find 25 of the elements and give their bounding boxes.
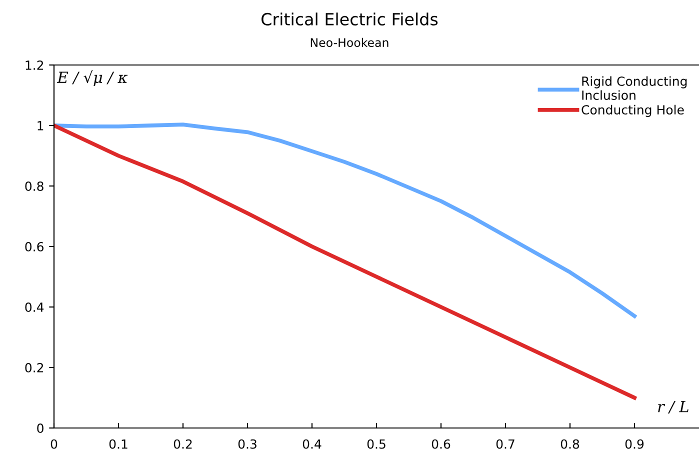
x-tick-label: 0 (50, 439, 58, 449)
x-tick-label: 0.4 (302, 439, 322, 449)
y-tick-label: 0.6 (25, 242, 44, 252)
x-tick-label: 0.1 (109, 439, 128, 449)
y-tick-label: 0.2 (25, 362, 44, 372)
y-tick-label: 0.4 (25, 302, 44, 312)
x-tick-label: 0.6 (432, 439, 450, 449)
x-tick-label: 0.8 (560, 439, 580, 449)
chart-subtitle: Neo-Hookean (310, 38, 388, 48)
y-tick-label: 0.8 (25, 181, 44, 191)
x-tick-label: 0.9 (625, 439, 644, 449)
line-series (54, 122, 636, 318)
legend-label: Rigid Conducting Inclusion (582, 76, 687, 100)
x-tick-label: 0.2 (174, 439, 192, 449)
x-tick-label: 0.3 (238, 439, 256, 449)
legend-label: Conducting Hole (582, 104, 684, 117)
x-tick-label: 0.5 (367, 439, 386, 449)
y-tick-label: 1.2 (26, 60, 44, 70)
y-tick-label: 0 (37, 423, 44, 433)
x-axis-title: r / L (658, 400, 688, 414)
y-tick-label: 1 (38, 121, 44, 130)
line-series (54, 124, 636, 400)
x-tick-label: 0.7 (496, 439, 514, 449)
y-axis-title: E / √μ / κ (56, 70, 128, 86)
chart-title: Critical Electric Fields (262, 12, 438, 26)
